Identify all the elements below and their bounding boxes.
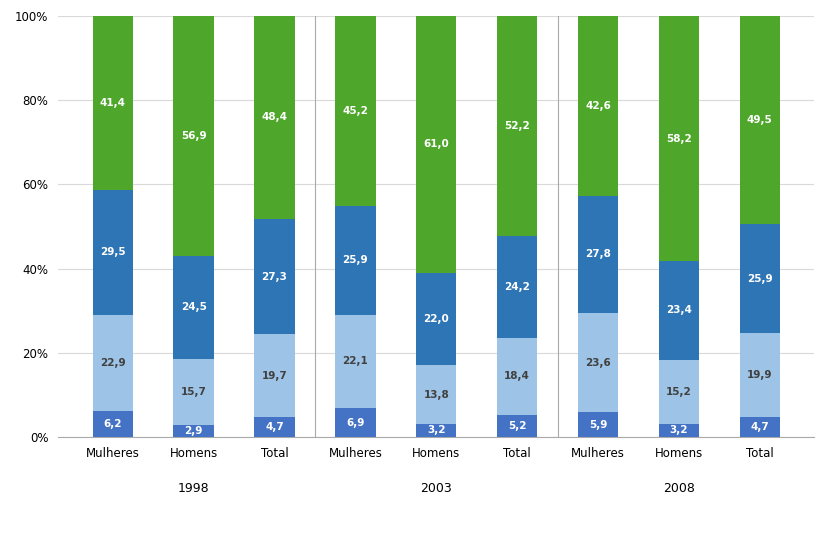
Text: 58,2: 58,2 [666, 134, 691, 143]
Bar [335, 15, 376, 206]
Text: 42,6: 42,6 [585, 101, 611, 111]
Text: 29,5: 29,5 [100, 247, 125, 257]
Bar [174, 16, 214, 256]
Bar [416, 424, 456, 437]
Text: 3,2: 3,2 [670, 425, 688, 435]
Text: 2003: 2003 [420, 481, 452, 495]
Bar [416, 16, 456, 273]
Text: 24,5: 24,5 [180, 302, 207, 312]
Bar [92, 411, 133, 437]
Text: 22,9: 22,9 [100, 358, 125, 368]
Bar [740, 334, 780, 417]
Text: 27,8: 27,8 [585, 249, 611, 260]
Bar [659, 424, 699, 437]
Text: 4,7: 4,7 [750, 422, 770, 432]
Text: 56,9: 56,9 [181, 131, 206, 141]
Bar [335, 206, 376, 315]
Text: 27,3: 27,3 [262, 272, 288, 282]
Bar [497, 236, 538, 338]
Text: 1998: 1998 [178, 481, 209, 495]
Bar [254, 220, 295, 334]
Text: 25,9: 25,9 [747, 274, 773, 284]
Text: 19,9: 19,9 [747, 370, 773, 381]
Bar [578, 196, 618, 313]
Text: 2,9: 2,9 [184, 426, 203, 436]
Bar [659, 261, 699, 360]
Text: 15,7: 15,7 [180, 387, 207, 397]
Bar [335, 408, 376, 437]
Text: 4,7: 4,7 [265, 422, 284, 432]
Text: 22,1: 22,1 [342, 357, 368, 367]
Bar [92, 190, 133, 314]
Text: 52,2: 52,2 [504, 121, 530, 131]
Text: 3,2: 3,2 [427, 425, 445, 435]
Text: 6,9: 6,9 [347, 417, 365, 427]
Bar [740, 16, 780, 224]
Bar [416, 273, 456, 366]
Text: 23,6: 23,6 [585, 358, 611, 368]
Bar [416, 366, 456, 424]
Bar [578, 313, 618, 412]
Bar [174, 359, 214, 425]
Text: 6,2: 6,2 [104, 419, 122, 429]
Bar [254, 334, 295, 417]
Bar [174, 425, 214, 437]
Bar [740, 224, 780, 334]
Text: 5,9: 5,9 [589, 419, 607, 430]
Text: 2008: 2008 [663, 481, 695, 495]
Bar [92, 16, 133, 190]
Text: 25,9: 25,9 [342, 255, 368, 265]
Bar [335, 315, 376, 408]
Bar [578, 17, 618, 196]
Text: 49,5: 49,5 [747, 115, 773, 125]
Text: 15,2: 15,2 [666, 386, 691, 397]
Text: 22,0: 22,0 [424, 314, 449, 324]
Bar [740, 417, 780, 437]
Text: 5,2: 5,2 [508, 421, 526, 431]
Text: 24,2: 24,2 [504, 282, 530, 292]
Text: 48,4: 48,4 [262, 112, 288, 123]
Bar [92, 314, 133, 411]
Text: 19,7: 19,7 [262, 371, 288, 381]
Bar [174, 256, 214, 359]
Bar [659, 360, 699, 424]
Text: 18,4: 18,4 [504, 372, 530, 382]
Text: 23,4: 23,4 [666, 305, 692, 316]
Bar [254, 15, 295, 220]
Bar [497, 16, 538, 236]
Text: 13,8: 13,8 [424, 390, 449, 400]
Bar [497, 338, 538, 415]
Bar [254, 417, 295, 437]
Text: 45,2: 45,2 [342, 106, 368, 116]
Text: 41,4: 41,4 [100, 98, 125, 108]
Bar [659, 16, 699, 261]
Bar [497, 415, 538, 437]
Bar [578, 412, 618, 437]
Text: 61,0: 61,0 [424, 140, 449, 149]
